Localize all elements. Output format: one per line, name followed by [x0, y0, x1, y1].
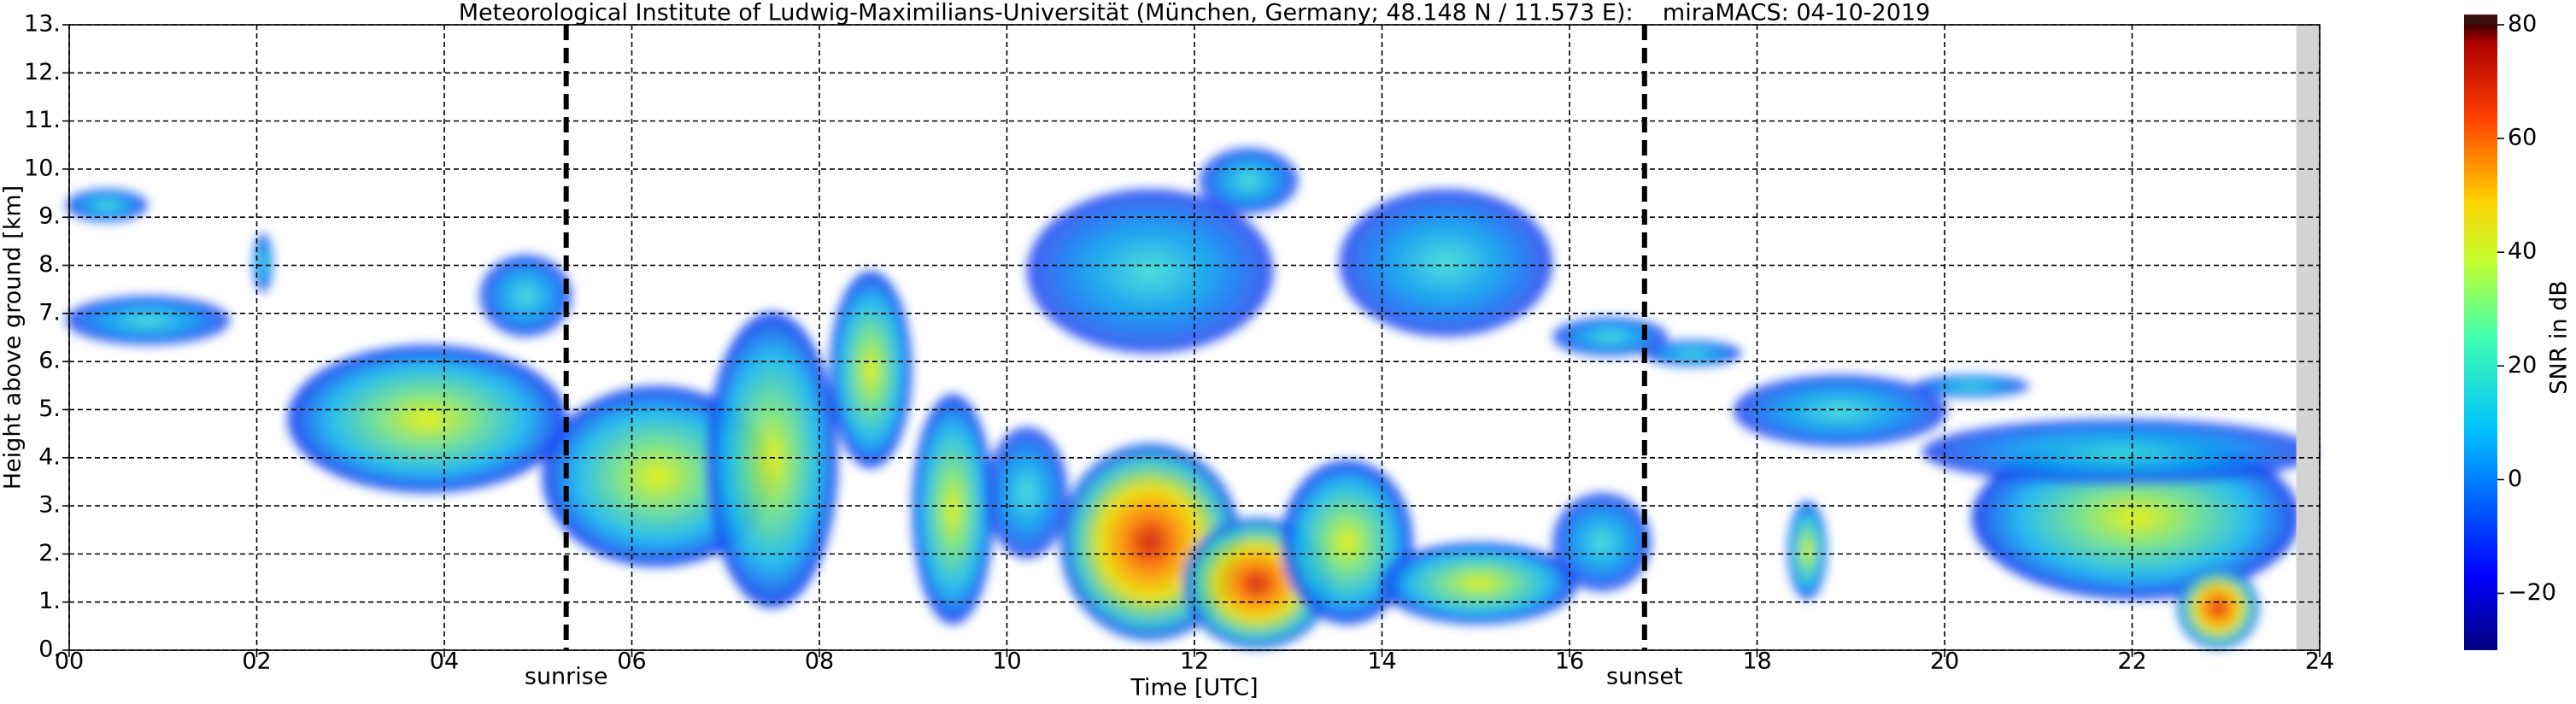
y-tick-label: 13. [24, 11, 61, 38]
echo [287, 344, 567, 493]
echo [1733, 374, 1947, 448]
x-tick-label: 18 [1742, 648, 1771, 675]
echo [1199, 148, 1299, 214]
x-tick-label: 22 [2117, 648, 2146, 675]
no-data-region [2296, 25, 2320, 650]
echo [479, 255, 572, 337]
echo [912, 394, 995, 625]
annotation-label: sunset [1606, 664, 1683, 690]
echo [1552, 492, 1652, 592]
x-tick-label: 24 [2305, 648, 2334, 675]
plot-frame [68, 24, 2321, 651]
echo [253, 233, 273, 293]
x-axis-label: Time [UTC] [1130, 675, 1258, 701]
y-tick-label: 2. [38, 540, 61, 566]
y-tick-label: 5. [38, 396, 61, 422]
x-tick-label: 14 [1367, 648, 1396, 675]
echo [706, 312, 838, 608]
y-tick-label: 10. [24, 155, 61, 181]
colorbar-top [2464, 15, 2497, 25]
echo [830, 271, 912, 469]
colorbar-tick-label: −20 [2508, 579, 2556, 606]
y-tick-label: 0. [38, 637, 61, 663]
echo [65, 189, 149, 222]
colorbar-label: SNR in dB [2546, 280, 2573, 395]
radar-echoes [65, 148, 2317, 649]
echo [1914, 374, 2029, 398]
colorbar-tick-label: 40 [2508, 238, 2537, 265]
echo [1922, 419, 2317, 485]
y-tick-label: 12. [24, 59, 61, 85]
x-tick-label: 06 [617, 648, 646, 675]
colorbar-tick-label: 0 [2508, 466, 2522, 492]
x-tick-label: 04 [430, 648, 459, 675]
echo [1026, 189, 1274, 354]
echo [1281, 460, 1413, 625]
chart-title: Meteorological Institute of Ludwig-Maxim… [459, 0, 1931, 26]
x-tick-label: 10 [992, 648, 1021, 675]
echo [2176, 566, 2260, 649]
echo [1339, 189, 1553, 337]
annotation-label: sunrise [525, 664, 608, 690]
y-tick-label: 4. [38, 443, 61, 470]
x-tick-label: 02 [242, 648, 271, 675]
y-tick-label: 1. [38, 588, 61, 614]
y-tick-label: 6. [38, 348, 61, 374]
echo [1643, 340, 1742, 367]
echo [1380, 542, 1578, 625]
y-tick-label: 8. [38, 251, 61, 278]
x-tick-label: 16 [1555, 648, 1584, 675]
y-tick-label: 3. [38, 492, 61, 519]
colorbar [2464, 25, 2497, 650]
colorbar-tick-label: 60 [2508, 125, 2537, 151]
x-tick-label: 00 [55, 648, 84, 675]
echo [65, 296, 231, 345]
x-tick-label: 12 [1180, 648, 1209, 675]
y-tick-label: 7. [38, 299, 61, 326]
y-tick-label: 9. [38, 203, 61, 230]
x-tick-label: 20 [1930, 648, 1959, 675]
x-tick-label: 08 [805, 648, 834, 675]
y-axis-label: Height above ground [km] [0, 185, 26, 490]
echo [985, 426, 1068, 559]
colorbar-tick-label: 20 [2508, 352, 2537, 378]
y-tick-label: 11. [24, 107, 61, 133]
echo [1787, 501, 1828, 600]
colorbar-tick-label: 80 [2508, 11, 2537, 38]
echo [1552, 317, 1668, 357]
